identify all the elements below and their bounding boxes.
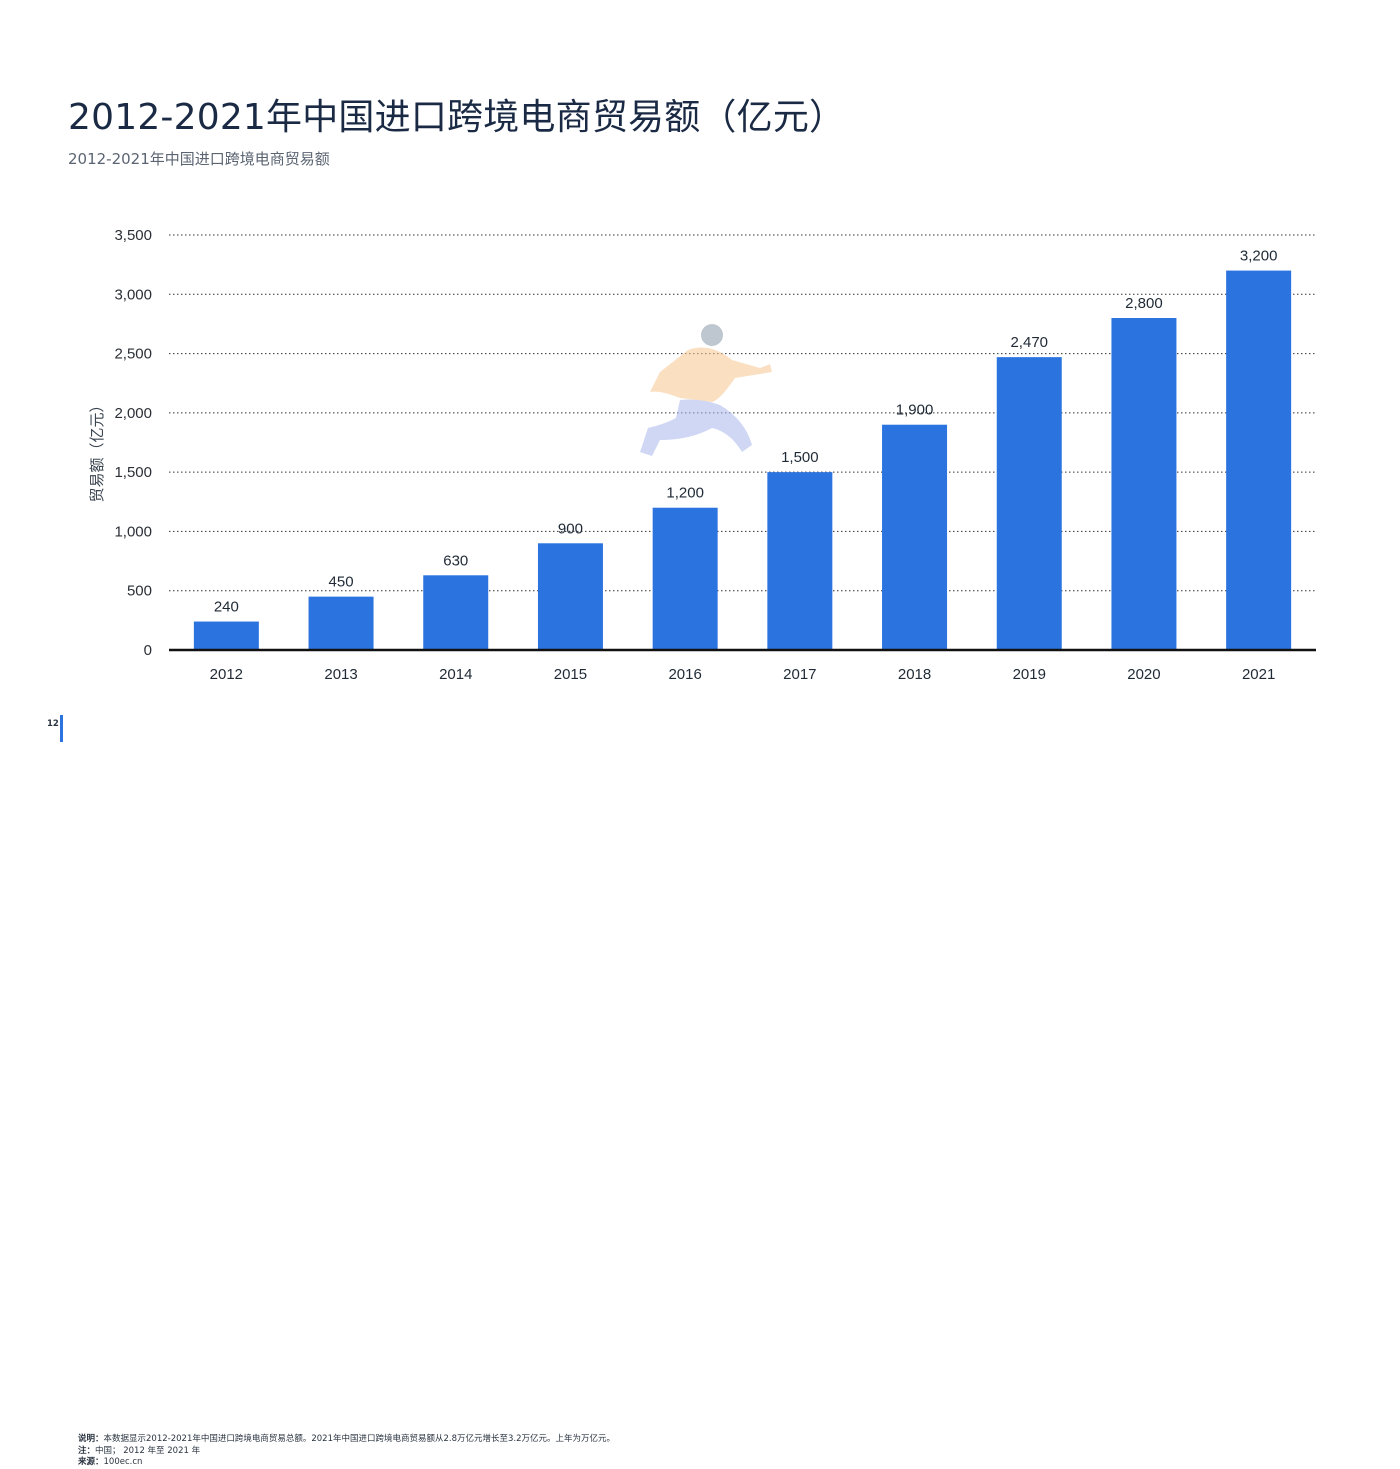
page-number: 12 bbox=[47, 719, 59, 729]
y-tick-label: 0 bbox=[144, 642, 152, 659]
bar-value-label: 900 bbox=[558, 520, 583, 537]
bar bbox=[423, 575, 489, 650]
bar-value-label: 2,800 bbox=[1125, 295, 1163, 312]
x-tick-label: 2012 bbox=[210, 666, 243, 683]
x-axis-tick-labels: 2012 2013 2014 2015 2016 2017 2018 2019 2020 2021 bbox=[210, 666, 1276, 683]
x-tick-label: 2014 bbox=[439, 666, 472, 683]
y-tick-label: 1,000 bbox=[114, 523, 152, 540]
bar bbox=[767, 472, 833, 650]
y-tick-label: 1,500 bbox=[114, 464, 152, 481]
y-tick-label: 3,500 bbox=[114, 227, 152, 244]
bar bbox=[996, 357, 1062, 650]
y-tick-label: 2,000 bbox=[114, 405, 152, 422]
bar-value-label: 450 bbox=[329, 574, 354, 591]
source-text: 100ec.cn bbox=[103, 1457, 143, 1467]
bar-value-label: 1,200 bbox=[666, 485, 704, 502]
x-tick-label: 2020 bbox=[1127, 666, 1160, 683]
page-title: 2012-2021年中国进口跨境电商贸易额（亿元） bbox=[68, 97, 846, 138]
bar-value-label: 240 bbox=[214, 599, 239, 616]
footer-accent-bar bbox=[60, 715, 63, 742]
source-label: 来源： bbox=[78, 1457, 104, 1467]
bar bbox=[537, 543, 603, 650]
y-axis-label: 贸易额（亿元） bbox=[88, 397, 106, 502]
x-tick-label: 2019 bbox=[1013, 666, 1046, 683]
y-axis-tick-labels: 0 500 1,000 1,500 2,000 2,500 3,000 3,500 bbox=[114, 227, 152, 659]
bar-value-label: 630 bbox=[443, 552, 468, 569]
grid-lines bbox=[169, 234, 1316, 592]
bar-value-label: 1,500 bbox=[781, 449, 819, 466]
page-subtitle: 2012-2021年中国进口跨境电商贸易额 bbox=[68, 150, 330, 168]
region-label: 注： bbox=[78, 1445, 96, 1456]
bar bbox=[193, 621, 259, 650]
x-tick-label: 2017 bbox=[783, 666, 816, 683]
x-tick-label: 2015 bbox=[554, 666, 587, 683]
note-text: 本数据显示2012-2021年中国进口跨境电商贸易总额。2021年中国进口跨境电… bbox=[103, 1434, 616, 1444]
bar bbox=[652, 507, 718, 650]
y-tick-label: 2,500 bbox=[114, 346, 152, 363]
running-person-illustration bbox=[640, 324, 772, 456]
note-label: 说明： bbox=[78, 1434, 104, 1444]
bar-value-label: 2,470 bbox=[1010, 334, 1048, 351]
x-tick-label: 2013 bbox=[324, 666, 357, 683]
x-tick-label: 2021 bbox=[1242, 666, 1275, 683]
y-tick-label: 500 bbox=[127, 583, 152, 600]
bar-value-label: 1,900 bbox=[896, 402, 934, 419]
bars bbox=[193, 270, 1292, 650]
bar bbox=[882, 424, 948, 650]
x-tick-label: 2016 bbox=[668, 666, 701, 683]
bar-value-labels: 240 450 630 900 1,200 1,500 1,900 2,470 2,800 3,2… bbox=[214, 248, 1278, 616]
bar bbox=[1226, 270, 1292, 650]
bar bbox=[308, 596, 374, 650]
y-tick-label: 3,000 bbox=[114, 286, 152, 303]
region-text: 中国； 2012 年至 2021 年 bbox=[95, 1445, 201, 1456]
bar bbox=[1111, 318, 1177, 650]
x-tick-label: 2018 bbox=[898, 666, 931, 683]
bar-value-label: 3,200 bbox=[1240, 248, 1278, 265]
